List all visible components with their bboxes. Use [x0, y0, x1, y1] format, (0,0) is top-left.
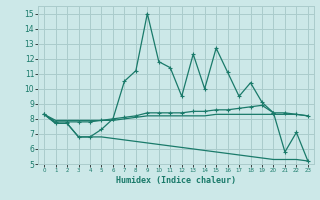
X-axis label: Humidex (Indice chaleur): Humidex (Indice chaleur): [116, 176, 236, 185]
